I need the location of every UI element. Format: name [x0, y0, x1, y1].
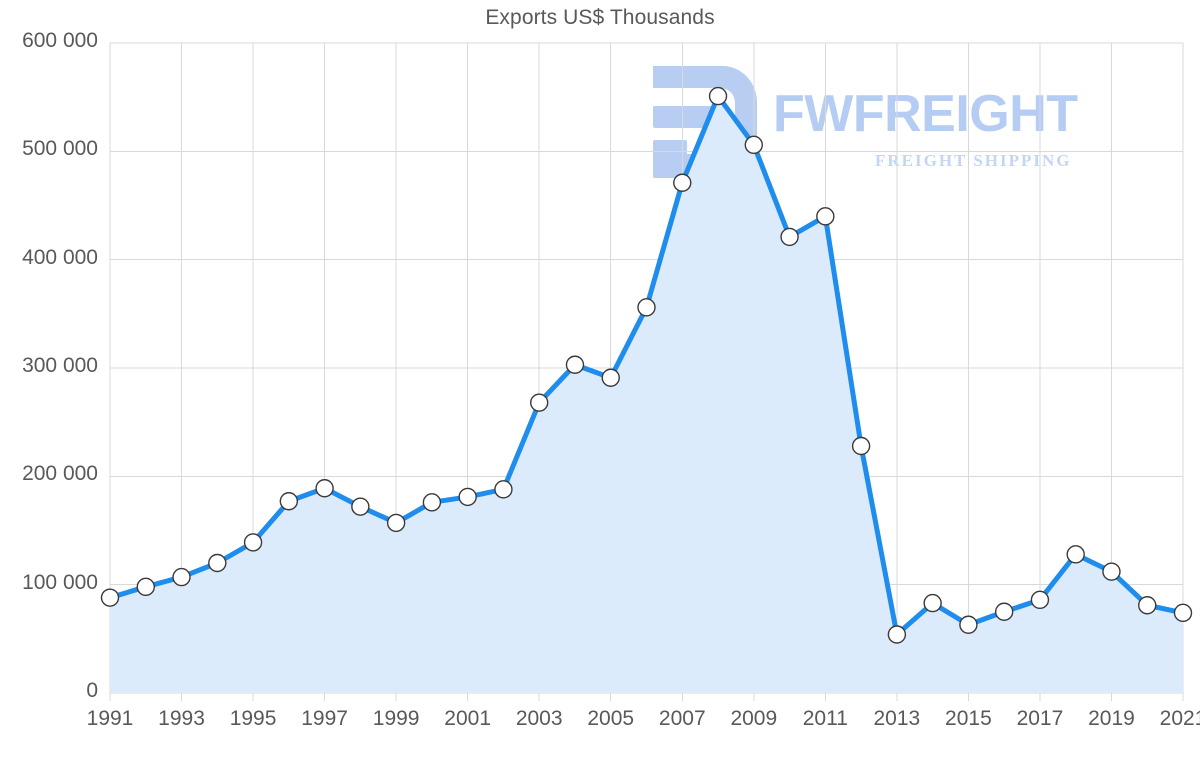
y-axis-tick-label: 500 000	[22, 137, 98, 161]
y-axis-tick-label: 0	[86, 679, 98, 702]
data-point-marker[interactable]	[386, 513, 406, 533]
data-point-marker[interactable]	[172, 567, 191, 587]
x-axis-tick-label: 2011	[802, 707, 848, 730]
x-axis-tick-label: 2003	[515, 707, 563, 730]
data-point-marker[interactable]	[1102, 562, 1121, 581]
data-point-marker[interactable]	[744, 135, 763, 155]
y-axis-tick-label: 600 000	[22, 29, 98, 52]
data-point-marker[interactable]	[136, 577, 155, 597]
data-point-marker[interactable]	[816, 207, 835, 226]
y-axis-tick-label: 300 000	[22, 354, 98, 377]
chart-title: Exports US$ Thousands	[485, 6, 715, 29]
y-axis-tick-label: 100 000	[22, 570, 98, 594]
data-point-marker[interactable]	[351, 497, 370, 516]
x-axis-tick-label: 2013	[873, 707, 921, 730]
data-point-markers	[100, 86, 1193, 644]
data-point-marker[interactable]	[458, 487, 477, 507]
data-point-marker[interactable]	[851, 436, 871, 456]
data-point-marker[interactable]	[959, 615, 978, 634]
data-point-marker[interactable]	[673, 173, 692, 192]
x-axis-tick-label: 2019	[1088, 707, 1135, 730]
data-point-marker[interactable]	[1173, 603, 1193, 623]
data-point-marker[interactable]	[923, 593, 942, 613]
data-point-marker[interactable]	[565, 355, 585, 374]
data-point-marker[interactable]	[100, 588, 120, 607]
data-point-marker[interactable]	[780, 227, 799, 247]
data-point-marker[interactable]	[708, 86, 728, 106]
data-point-marker[interactable]	[279, 492, 299, 511]
x-axis-tick-label: 1995	[229, 707, 277, 730]
x-axis-tick-label: 2007	[658, 707, 706, 730]
data-point-marker[interactable]	[494, 480, 513, 499]
data-point-marker[interactable]	[887, 625, 907, 644]
x-axis-tick-label: 1993	[158, 707, 205, 730]
y-axis-tick-label: 400 000	[22, 245, 98, 269]
data-point-marker[interactable]	[530, 393, 549, 412]
data-point-marker[interactable]	[1030, 590, 1050, 610]
data-point-marker[interactable]	[243, 533, 263, 552]
data-point-marker[interactable]	[1066, 545, 1085, 564]
x-axis-tick-label: 1991	[86, 707, 134, 730]
x-axis-tick-label: 2009	[730, 707, 778, 730]
x-axis-tick-label: 2021	[1159, 707, 1200, 730]
x-axis-tick-label: 2005	[587, 707, 635, 730]
area-fill	[110, 96, 1183, 693]
data-point-marker[interactable]	[637, 298, 656, 317]
data-point-marker[interactable]	[994, 602, 1014, 621]
data-point-marker[interactable]	[315, 479, 334, 498]
data-point-marker[interactable]	[208, 553, 227, 573]
x-axis-tick-label: 2017	[1016, 707, 1064, 730]
x-axis-tick-label: 1999	[372, 707, 420, 730]
data-point-marker[interactable]	[422, 493, 442, 512]
x-axis-tick-label: 2001	[444, 707, 492, 730]
x-axis-tick-label: 1997	[301, 707, 348, 730]
data-point-marker[interactable]	[1138, 596, 1157, 615]
data-point-marker[interactable]	[601, 368, 620, 387]
y-axis-tick-label: 200 000	[22, 462, 98, 486]
x-axis-tick-label: 2015	[945, 707, 992, 730]
